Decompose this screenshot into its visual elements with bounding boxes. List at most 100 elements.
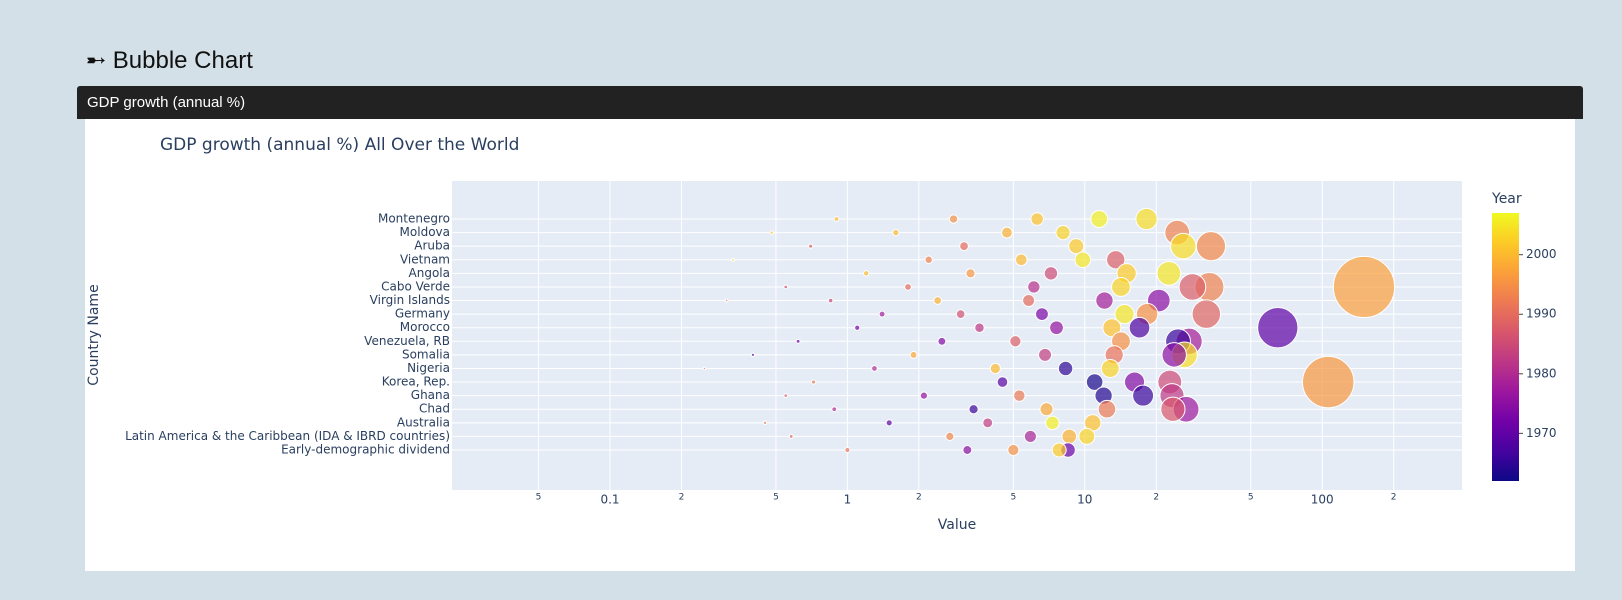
- bubble: [724, 298, 729, 303]
- y-axis-title: Country Name: [86, 284, 102, 385]
- bubble: [1051, 442, 1067, 458]
- y-tick-label: Venezuela, RB: [364, 334, 450, 348]
- bubble: [962, 445, 973, 455]
- bubble: [1030, 212, 1044, 226]
- bubble: [1045, 415, 1060, 431]
- bubble: [1007, 443, 1020, 457]
- bubble: [924, 255, 933, 264]
- card-header: GDP growth (annual %): [77, 86, 1583, 119]
- bubble: [1301, 355, 1355, 409]
- bubble: [1195, 231, 1227, 262]
- bubble: [1257, 307, 1299, 349]
- x-tick-label: 1: [844, 493, 852, 507]
- colorbar-tick-label: 1970: [1526, 426, 1557, 440]
- bubble: [948, 214, 959, 224]
- card-body: GDP growth (annual %) All Over the World…: [85, 119, 1575, 571]
- bubble: [810, 379, 817, 385]
- y-tick-label: Moldova: [400, 225, 450, 239]
- colorbar-tick-label: 1980: [1526, 366, 1557, 380]
- x-axis-title: Value: [938, 517, 976, 533]
- bubble: [788, 434, 794, 439]
- colorbar-tick-label: 2000: [1526, 247, 1557, 261]
- colorbar-tick-label: 1990: [1526, 307, 1557, 321]
- bubble: [989, 362, 1001, 375]
- bubble: [965, 268, 976, 279]
- bubble: [1074, 251, 1092, 269]
- bubble: [1095, 291, 1114, 310]
- y-tick-label: Angola: [409, 266, 450, 280]
- bubble: [909, 350, 918, 359]
- bubble: [968, 404, 979, 415]
- y-tick-label: Virgin Islands: [370, 293, 450, 307]
- bubble: [1022, 294, 1036, 308]
- x-tick-label: 100: [1311, 493, 1334, 507]
- x-tick-label: 0.1: [600, 493, 619, 507]
- bubble: [862, 270, 870, 277]
- bubble: [1106, 250, 1126, 270]
- bubble: [702, 366, 707, 371]
- y-tick-label: Australia: [397, 415, 450, 429]
- bubble: [1049, 320, 1064, 336]
- bubble: [955, 309, 966, 319]
- bubble: [1332, 255, 1396, 319]
- bubble: [1013, 389, 1026, 402]
- bubble: [769, 230, 774, 235]
- bubble: [937, 336, 947, 346]
- bubble: [844, 447, 851, 453]
- y-tick-label: Germany: [395, 307, 450, 321]
- bubble: [1038, 347, 1053, 362]
- bubble: [1102, 318, 1122, 338]
- x-tick-label: 2: [1391, 493, 1397, 503]
- bubble: [892, 228, 900, 237]
- bubble: [945, 431, 955, 442]
- bubble: [871, 365, 878, 372]
- x-tick-label: 10: [1077, 493, 1092, 507]
- x-tick-label: 5: [1248, 493, 1254, 503]
- bubble: [1023, 429, 1037, 443]
- y-tick-label: Chad: [419, 402, 450, 416]
- bubble: [1097, 399, 1117, 419]
- bubble: [933, 296, 943, 305]
- y-tick-label: Early-demographic dividend: [281, 443, 450, 457]
- colorbar-title: Year: [1491, 191, 1522, 207]
- bubble: [974, 322, 985, 333]
- bubble: [1161, 342, 1187, 368]
- bubble: [731, 257, 736, 262]
- y-tick-label: Latin America & the Caribbean (IDA & IBR…: [125, 429, 450, 443]
- bubble: [1170, 232, 1197, 260]
- bubble: [959, 241, 969, 252]
- colorbar: [1492, 213, 1519, 481]
- x-tick-label: 5: [536, 493, 542, 503]
- bubble: [1156, 260, 1182, 286]
- bubble: [854, 324, 861, 331]
- y-tick-label: Cabo Verde: [381, 279, 450, 293]
- x-tick-label: 5: [1010, 493, 1016, 503]
- bubble: [1039, 402, 1054, 417]
- bubble: [1057, 360, 1074, 377]
- bubble: [762, 420, 768, 426]
- bubble: [1090, 210, 1109, 228]
- bubble: [1055, 224, 1071, 241]
- bubble: [1085, 373, 1104, 391]
- bubble: [833, 216, 840, 222]
- bubble: [1178, 273, 1207, 301]
- bubble: [783, 393, 789, 399]
- bubble: [1100, 359, 1120, 378]
- y-tick-label: Korea, Rep.: [382, 375, 450, 389]
- bubble: [1114, 304, 1135, 325]
- bubble: [1160, 396, 1186, 422]
- bubble: [795, 338, 801, 344]
- bubble: [827, 297, 834, 304]
- bubble: [1035, 307, 1049, 322]
- y-tick-label: Aruba: [414, 239, 450, 253]
- bubble: [808, 243, 814, 249]
- bubble: [982, 417, 994, 429]
- bubble: [1191, 299, 1222, 329]
- plot-area: [452, 181, 1462, 490]
- bubble: [1068, 238, 1085, 255]
- x-tick-label: 2: [679, 493, 685, 503]
- chart: GDP growth (annual %) All Over the World…: [86, 135, 1557, 533]
- y-tick-label: Vietnam: [400, 252, 450, 266]
- bubble: [996, 376, 1009, 388]
- bubble: [1061, 428, 1078, 445]
